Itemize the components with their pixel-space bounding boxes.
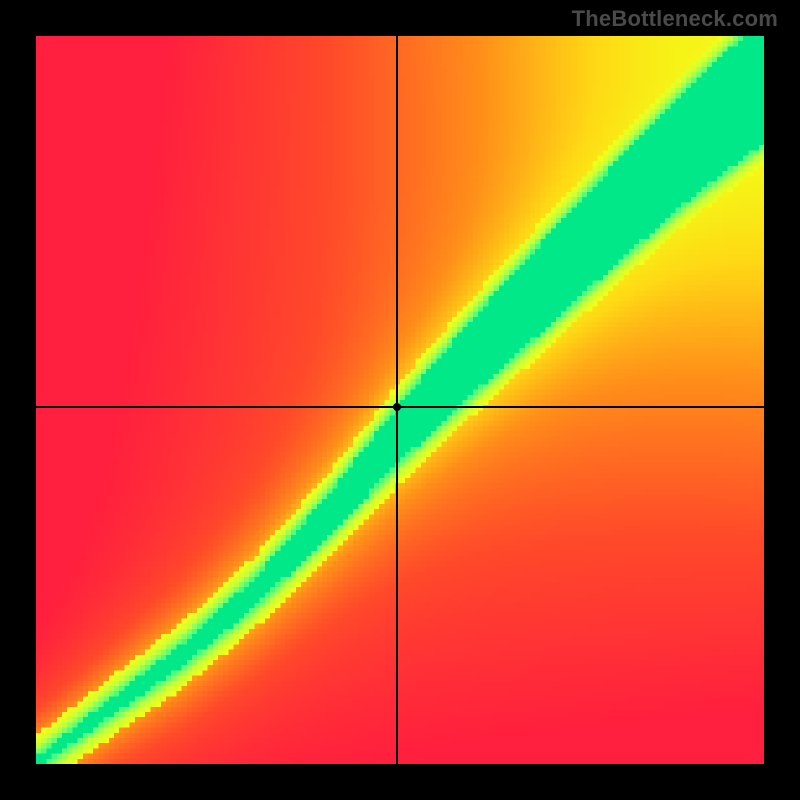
stage: TheBottleneck.com xyxy=(0,0,800,800)
heatmap-canvas xyxy=(36,36,764,764)
heatmap-plot xyxy=(36,36,764,764)
crosshair-vertical xyxy=(396,36,398,764)
watermark-text: TheBottleneck.com xyxy=(572,6,778,32)
